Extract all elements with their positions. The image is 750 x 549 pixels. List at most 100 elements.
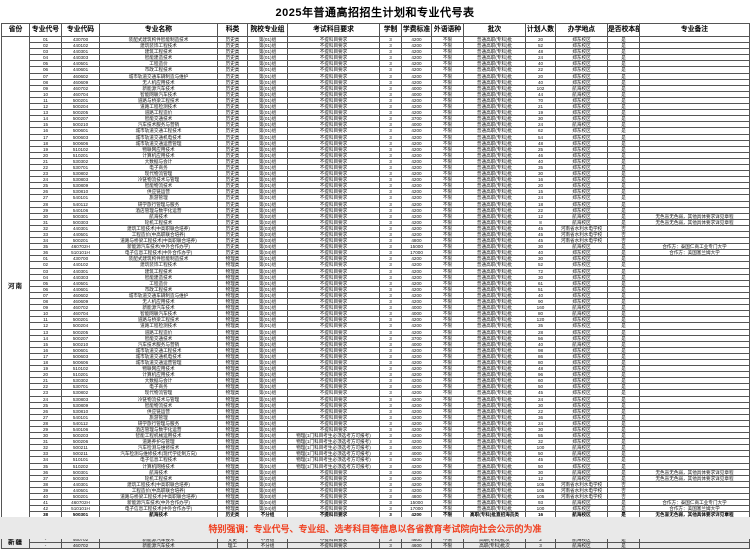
table-row: 06 440601 市政工程技术 历史类 第(01)组 不提科目要求 3 4200 不限 普通高职… [2,66,750,74]
table-row: 14 500207 智能交通技术 历史类 第(01)组 不提科目要求 3 3700 不限 普通高职… [2,115,750,123]
table-row: 20 510201 计算机应用技术 历史类 第(01)组 不提科目要求 3 4200 不限 普通高… [2,151,750,159]
cell-location: 河南省水利水电学校 [555,224,608,233]
table-row: 29 540106 酒店管理与数字化运营 历史类 第(01)组 不提科目要求 3 4200 不限… [2,206,750,214]
column-header-code-no: 专业代号 [29,23,62,37]
cell-location: 河南省水利水电学校 [555,480,608,488]
column-header-tuition: 学费标准 [401,23,432,37]
table-row: 26 530810 供应链运营 历史类 第(01)组 不提科目要求 3 4200 不限 普通高职(… [2,188,750,196]
column-header-plan-count: 计划人数 [525,23,556,37]
column-header-years: 学制 [379,23,402,37]
table-row: 02 440102 建筑装饰工程技术 历史类 第(01)组 不提科目要求 3 4200 不限 普通… [2,42,750,50]
table-row: 34 500201 道路与桥梁工程技术(中高职联合培养) 历史类 第(03)组 不提科目要… [2,237,750,245]
cell-location: 河南省水利水电学校 [555,237,608,245]
table-row: 42 510101H 电子信息工程技术(中外合作办学) 物理类 第(04)组 不提科目要求… [2,505,750,513]
cell-exam-req: 物理(1门科目考生必须选考方可报考) [287,456,380,464]
table-row: 08 460609 无人机应用技术 物理类 第(01)组 不提科目要求 3 4200 不限 普通高… [2,298,750,306]
footer-band: 特别强调：专业代号、专业组、选考科目等信息以各省教育考试院向社会公示的为准 [0,517,750,539]
table-row: 39 440501 工程造价(中高职联合培养) 物理类 第(03)组 不提科目要求 3 420… [2,486,750,495]
table-row: 17 500603 城市轨道交通机电技术 历史类 第(01)组 不提科目要求 3 4200 不限… [2,133,750,141]
column-header-language: 外语语种 [431,23,464,37]
header-row: 省份 专业代号 专业代码 专业名称 科类 院校专业组 考试科目要求 学制 学费标准 外语语种 批次计… [1,23,750,37]
table-row: 37 500303 轮机工程技术 物理类 第(02)组 不提科目要求 3 4200 不限 普通高职… [2,474,750,482]
cell-category: 理工 [217,541,248,549]
table-row: 28 540112 研学旅行管理与服务 物理类 第(01)组 不提科目要求 3 4200 不限普… [2,419,750,428]
cell-remark: 无色盲无色弱，其他具体要求详见章程 [639,212,750,220]
cell-language: 不限 [431,541,464,549]
table-row: 24 530803 冷链物流技术与管理 物理类 第(01)组 不提科目要求 3 4200 不限普… [2,395,750,403]
table-row: 32 500211 汽车检测与维修技术 物理类 第(01)组 物理(1门科目考生必须选考方… [2,444,750,452]
table-row: 23 530802 现代物流管理 物理类 第(01)组 不提科目要求 3 4200 不限 普通高职… [2,389,750,397]
table-row: 25 530809 智能物流技术 历史类 第(01)组 不提科目要求 3 4200 不限 普通高职… [2,182,750,190]
table-row: 18 500606 城市轨道交通运营管理 历史类 第(01)组 不提科目要求 3 4200 不限… [2,139,750,147]
cell-remark: 无色盲无色弱，其他具体要求详见章程 [639,474,750,482]
column-header-major-group: 院校专业组 [247,23,288,37]
table-row: 16 500601 城市轨道交通工程技术 物理类 第(01)组 不提科目要求 3 4200 不限… [2,346,750,354]
table-row: 08 460609 无人机应用技术 历史类 第(01)组 不提科目要求 3 4200 不限 普通高… [2,78,750,86]
cell-location: 航海校区 [555,541,608,549]
table-row: 19 510102 物联网应用技术 历史类 第(01)组 不提科目要求 3 4200 不限 普通高… [2,145,750,153]
table-row: 30 500301 航海技术 历史类 第(02)组 不提科目要求 3 4200 不限 普通高职(专… [2,212,750,220]
table-row: 22 530701 电子商务 历史类 第(01)组 不提科目要求 3 4200 不限 普通高职(专… [2,163,750,172]
cell-exam-req: 物理(1门科目考生必须选考方可报考) [287,462,380,470]
cell-batch: 高职(专科)批次 [463,541,526,549]
table-row: 36 510101H 电子信息工程技术(中外合作办学) 历史类 第(04)组 不提科目要求… [2,249,750,257]
table-row: 36 500301 航海技术 物理类 第(02)组 不提科目要求 3 4200 不限 普通高职(专… [2,468,750,476]
table-row: 01 430700 装配式建筑构件智能制造技术 物理类 第(01)组 不提科目要求 3 420… [2,255,750,263]
table-row: 15 500210 汽车技术服务与营销 物理类 第(01)组 不提科目要求 3 4000 不限普… [2,340,750,348]
column-header-major-name: 专业名称 [99,23,218,37]
column-header-remark: 专业备注 [639,23,750,37]
table-row: 30 500203 智能工程机械运用技术 物理类 第(01)组 物理(1门科目考生必须选考… [2,432,750,440]
table-row: 16 500601 城市轨道交通工程技术 历史类 第(01)组 不提科目要求 3 4200 不限… [2,127,750,135]
table-row: 35 460702H 新能源汽车技术(中外合作办学) 历史类 第(04)组 不提科目要求 3… [2,243,750,251]
table-row: 03 440301 建筑工程技术 物理类 第(01)组 不提科目要求 3 4200 不限 普通高职… [2,267,750,275]
table-row: 32 440301 建筑工程技术(中高职联合培养) 历史类 第(03)组 不提科目要求 3 4… [2,224,750,233]
table-body: 河南 01 430700 装配式建筑构件智能制造技术 历史类 第(01)组 不提科目要求 3 4… [1,35,750,549]
table-row: 25 530809 智能物流技术 物理类 第(01)组 不提科目要求 3 4200 不限 普通高职… [2,401,750,409]
cell-remark: 合作方：美国塞兰姆大学 [639,505,750,513]
table-row: 11 500201 道路与桥梁工程技术 物理类 第(01)组 不提科目要求 3 4200 不限普… [2,316,750,324]
table-row: 31 500206 道路养护与管理 物理类 第(01)组 物理(1门科目考生必须选考方可报… [2,438,750,446]
cell-remark: 无色盲无色弱，其他具体要求详见章程 [639,218,750,226]
cell-tuition: 4600 [401,541,432,549]
column-header-exam-req: 考试科目要求 [287,23,380,37]
table-row: 21 530302 大数据与会计 历史类 第(01)组 不提科目要求 3 4200 不限 普通高职… [2,157,750,165]
table-row: 31 500303 轮机工程技术 历史类 第(02)组 不提科目要求 3 4200 不限 普通高职… [2,218,750,226]
column-header-batch: 批次 [463,23,526,37]
cell-plan-count: 3 [525,541,556,549]
table-row: 41 460702H 新能源汽车技术(中外合作办学) 物理类 第(04)组 不提科目要求 3… [2,499,750,507]
table-row: 18 500606 城市轨道交通运营管理 物理类 第(01)组 不提科目要求 3 4200 不限… [2,358,750,367]
cell-location: 河南省水利水电学校 [555,493,608,501]
column-header-province: 省份 [1,23,30,37]
table-row: 03 440301 建筑工程技术 历史类 第(01)组 不提科目要求 3 4200 不限 普通高职… [2,48,750,56]
cell-remark [639,541,750,549]
table-row: 14 500207 智能交通技术 物理类 第(01)组 不提科目要求 3 3700 不限 普通高职… [2,334,750,342]
cell-exam-req: 物理(1门科目考生必须选考方可报考) [287,450,380,458]
admission-plan-table: 省份 专业代号 专业代码 专业名称 科类 院校专业组 考试科目要求 学制 学费标准 外语语种 批次计… [1,23,750,549]
table-row: 21 530302 大数据与会计 物理类 第(01)组 不提科目要求 3 4200 不限 普通高职… [2,377,750,385]
cell-remark: 合作方：美国塞兰姆大学 [639,249,750,257]
table-row: 04 440303 智能建造技术 物理类 第(01)组 不提科目要求 3 4200 不限 普通高职… [2,273,750,281]
table-row: 10 460704 智能网联汽车技术 历史类 第(01)组 不提科目要求 3 4000 不限 普通… [2,90,750,98]
table-row: 17 500603 城市轨道交通机电技术 物理类 第(01)组 不提科目要求 3 4200 不限… [2,352,750,360]
table-row: 09 460702 新能源汽车技术 物理类 第(01)组 不提科目要求 3 4000 不限 普通高… [2,304,750,312]
cell-code-no: - [29,541,62,549]
footer-disclaimer: 特别强调：专业代号、专业组、选考科目等信息以各省教育考试院向社会公示的为准 [208,523,542,534]
table-row: 13 500205 道路工程造价 历史类 第(01)组 不提科目要求 3 4200 不限 普通高职… [2,109,750,117]
table-row: 23 530802 现代物流管理 历史类 第(01)组 不提科目要求 3 4200 不限 普通高职… [2,170,750,178]
table-row: 09 460702 新能源汽车技术 历史类 第(01)组 不提科目要求 3 4000 不限 普通高… [2,84,750,92]
cell-exam-req: 不提科目要求 [287,541,380,549]
cell-province: 河南 [1,36,30,537]
column-header-is-main: 是否校本部 [607,23,640,37]
table-row: 15 500210 汽车技术服务与营销 历史类 第(01)组 不提科目要求 3 4000 不限普… [2,121,750,129]
cell-years: 3 [379,541,402,549]
table-row: 29 540106 酒店管理与数字化运营 物理类 第(01)组 不提科目要求 3 4200 不限… [2,425,750,434]
cell-exam-req: 物理(1门科目考生必须选考方可报考) [287,432,380,440]
cell-exam-req: 物理(1门科目考生必须选考方可报考) [287,438,380,446]
cell-remark: 合作方：泰国仁商工业专门大学 [639,499,750,507]
table-row: 13 500205 道路工程造价 物理类 第(01)组 不提科目要求 3 4200 不限 普通高职… [2,328,750,336]
cell-major-name: 新能源汽车技术 [99,541,218,549]
column-header-major-code: 专业代码 [61,23,100,37]
cell-is-main: 是 [607,541,640,549]
table-row: 05 440501 工程造价 物理类 第(01)组 不提科目要求 3 4200 不限 普通高职(专… [2,279,750,287]
